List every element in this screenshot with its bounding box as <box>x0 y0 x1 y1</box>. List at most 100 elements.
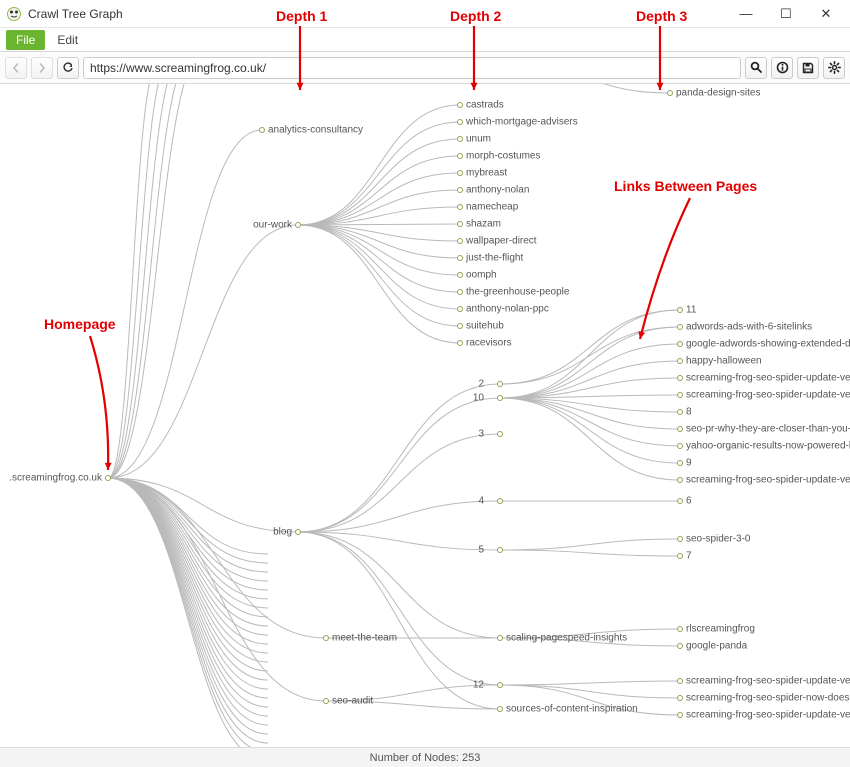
graph-node-label: just-the-flight <box>466 253 523 264</box>
graph-node[interactable] <box>105 475 111 481</box>
graph-node[interactable] <box>677 392 683 398</box>
graph-node-label: namecheap <box>466 202 518 213</box>
search-button[interactable] <box>745 57 767 79</box>
url-input[interactable]: https://www.screamingfrog.co.uk/ <box>83 57 741 79</box>
graph-node-label: oomph <box>466 270 497 281</box>
graph-node[interactable] <box>457 272 463 278</box>
graph-node-label: screaming-frog-seo-spider-update-vers <box>686 710 850 721</box>
graph-node-label: anthony-nolan-ppc <box>466 304 549 315</box>
forward-button[interactable] <box>31 57 53 79</box>
graph-node-label: 7 <box>686 551 692 562</box>
graph-node-label: wallpaper-direct <box>466 236 537 247</box>
graph-node[interactable] <box>497 682 503 688</box>
graph-node-label: 10 <box>473 393 484 404</box>
graph-node[interactable] <box>323 698 329 704</box>
graph-node[interactable] <box>457 255 463 261</box>
graph-node-label: shazam <box>466 219 501 230</box>
graph-node-label: 6 <box>686 496 692 507</box>
graph-node[interactable] <box>677 460 683 466</box>
graph-node[interactable] <box>677 375 683 381</box>
graph-node-label: happy-halloween <box>686 356 762 367</box>
graph-node[interactable] <box>457 119 463 125</box>
back-button[interactable] <box>5 57 27 79</box>
menu-file[interactable]: File <box>6 30 45 50</box>
graph-node[interactable] <box>323 635 329 641</box>
graph-node[interactable] <box>677 409 683 415</box>
maximize-button[interactable]: ☐ <box>766 0 806 28</box>
graph-node-label: suitehub <box>466 321 504 332</box>
graph-node-label: morph-costumes <box>466 151 540 162</box>
graph-node[interactable] <box>457 306 463 312</box>
graph-node-label: the-greenhouse-people <box>466 287 569 298</box>
graph-node[interactable] <box>457 340 463 346</box>
graph-node[interactable] <box>457 136 463 142</box>
graph-node[interactable] <box>677 626 683 632</box>
graph-node-label: 11 <box>686 305 696 316</box>
graph-node-label: scaling-pagespeed-insights <box>506 633 627 644</box>
graph-node-label: sources-of-content-inspiration <box>506 704 638 715</box>
graph-node[interactable] <box>497 635 503 641</box>
graph-node-label: mybreast <box>466 168 507 179</box>
graph-node[interactable] <box>677 307 683 313</box>
info-button[interactable] <box>771 57 793 79</box>
graph-node[interactable] <box>677 358 683 364</box>
graph-node[interactable] <box>295 222 301 228</box>
menu-edit[interactable]: Edit <box>49 30 86 50</box>
graph-node[interactable] <box>677 695 683 701</box>
graph-node-label: 5 <box>478 545 484 556</box>
graph-node-label: 3 <box>478 429 484 440</box>
close-button[interactable]: ✕ <box>806 0 846 28</box>
graph-node[interactable] <box>457 204 463 210</box>
graph-node-label: castrads <box>466 100 504 111</box>
refresh-button[interactable] <box>57 57 79 79</box>
graph-node[interactable] <box>457 289 463 295</box>
graph-node[interactable] <box>677 498 683 504</box>
graph-node-label: meet-the-team <box>332 633 397 644</box>
graph-node[interactable] <box>677 712 683 718</box>
annotation-homepage: Homepage <box>44 316 116 332</box>
graph-node[interactable] <box>457 153 463 159</box>
graph-node-label: blog <box>273 527 292 538</box>
settings-button[interactable] <box>823 57 845 79</box>
graph-node[interactable] <box>677 443 683 449</box>
graph-node-label: screaming-frog-seo-spider-update-vers <box>686 373 850 384</box>
graph-node-label: unum <box>466 134 491 145</box>
graph-node[interactable] <box>677 536 683 542</box>
minimize-button[interactable]: — <box>726 0 766 28</box>
graph-node[interactable] <box>457 170 463 176</box>
graph-node[interactable] <box>457 102 463 108</box>
graph-node-label: screaming-frog-seo-spider-now-does-p <box>686 693 850 704</box>
graph-node[interactable] <box>457 187 463 193</box>
graph-node[interactable] <box>497 498 503 504</box>
graph-node[interactable] <box>497 381 503 387</box>
graph-node-label: screaming-frog-seo-spider-update-vers <box>686 676 850 687</box>
save-button[interactable] <box>797 57 819 79</box>
graph-node[interactable] <box>457 221 463 227</box>
url-text: https://www.screamingfrog.co.uk/ <box>90 61 266 75</box>
graph-node[interactable] <box>677 643 683 649</box>
status-text: Number of Nodes: 253 <box>370 752 481 764</box>
annotation-depth1: Depth 1 <box>276 8 327 24</box>
graph-node-label: our-work <box>253 220 292 231</box>
graph-node[interactable] <box>295 529 301 535</box>
graph-node[interactable] <box>497 547 503 553</box>
graph-node[interactable] <box>677 426 683 432</box>
graph-node-label: google-panda <box>686 641 747 652</box>
graph-node-label: 9 <box>686 458 692 469</box>
toolbar: https://www.screamingfrog.co.uk/ <box>0 52 850 84</box>
graph-node[interactable] <box>677 553 683 559</box>
graph-node[interactable] <box>497 431 503 437</box>
annotation-links: Links Between Pages <box>614 178 757 194</box>
graph-node[interactable] <box>457 238 463 244</box>
graph-node[interactable] <box>497 706 503 712</box>
graph-node-label: anthony-nolan <box>466 185 529 196</box>
graph-node[interactable] <box>677 477 683 483</box>
graph-node-label: analytics-consultancy <box>268 125 363 136</box>
graph-node[interactable] <box>677 678 683 684</box>
graph-node[interactable] <box>677 324 683 330</box>
graph-node[interactable] <box>677 341 683 347</box>
graph-node[interactable] <box>667 90 673 96</box>
graph-node[interactable] <box>259 127 265 133</box>
graph-node[interactable] <box>457 323 463 329</box>
graph-node[interactable] <box>497 395 503 401</box>
